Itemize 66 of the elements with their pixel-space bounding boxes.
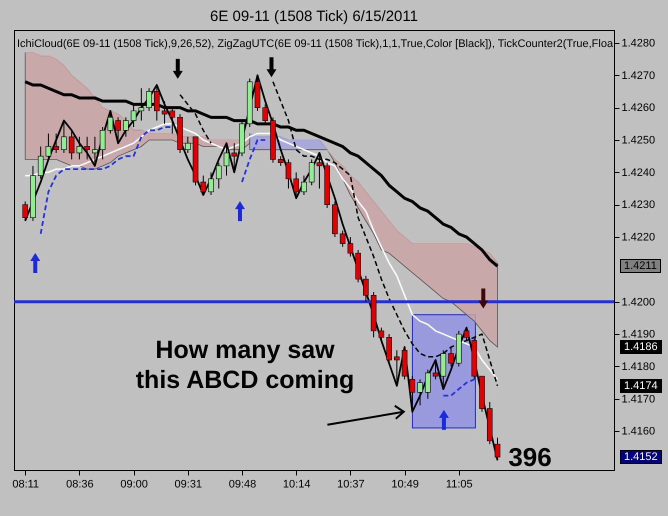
candlestick — [417, 378, 423, 406]
x-tick-label: 08:11 — [12, 478, 40, 490]
x-tick-label: 08:36 — [66, 478, 94, 490]
candlestick — [46, 133, 52, 160]
candlestick — [262, 104, 268, 124]
y-tick-label: 1.4220 — [622, 232, 656, 244]
candlestick — [448, 346, 454, 367]
candlestick — [53, 133, 59, 154]
text: 1.4152 — [620, 450, 662, 464]
candlestick — [61, 120, 67, 154]
candlestick — [200, 175, 206, 196]
candlestick — [38, 146, 44, 180]
candlestick — [378, 327, 384, 342]
candlestick — [84, 136, 90, 160]
candlestick — [123, 116, 129, 138]
x-tick-label: 09:00 — [120, 478, 148, 490]
candlestick — [386, 334, 392, 364]
annotation: IchiCloud(6E 09-11 (1508 Tick),9,26,52), ZigZagUTC(6E 09-11 (1508 Tick),1,1,True,Color [Black]), TickCounter2(True,Floa — [17, 38, 614, 50]
candlestick — [146, 88, 152, 112]
text: 1.4174 — [620, 378, 662, 393]
x-tick-label: 09:31 — [174, 478, 202, 490]
candlestick — [170, 107, 176, 134]
chart-title: 6E 09-11 (1508 Tick) 6/15/2011 — [210, 8, 418, 25]
candlestick — [216, 162, 222, 190]
y-tick-label: 1.4170 — [622, 393, 656, 406]
candlestick — [138, 88, 144, 122]
x-tick-label: 10:14 — [282, 478, 310, 490]
candlestick — [278, 156, 284, 166]
candlestick — [154, 84, 160, 122]
x-tick-label: 11:05 — [446, 478, 473, 490]
candlestick — [316, 152, 322, 190]
candlestick — [162, 100, 168, 124]
candlestick — [340, 230, 346, 248]
y-tick-label: 1.4270 — [622, 70, 656, 82]
candlestick — [301, 175, 307, 196]
candlestick — [363, 275, 369, 302]
candlestick — [348, 236, 354, 257]
y-tick-label: 1.4240 — [622, 166, 656, 179]
y-tick-label: 1.4250 — [622, 134, 656, 146]
candlestick — [130, 104, 136, 128]
candlestick — [432, 360, 438, 380]
x-tick-label: 10:49 — [391, 478, 419, 490]
y-tick-label: 1.4200 — [622, 296, 656, 308]
candlestick — [76, 136, 82, 160]
candlestick — [308, 158, 314, 186]
candlestick — [100, 126, 106, 160]
candlestick — [286, 158, 292, 190]
candlestick — [208, 172, 214, 196]
annotation: How many saw this ABCD coming — [136, 336, 354, 394]
y-tick-label: 1.4230 — [622, 199, 656, 212]
y-tick-label: 1.4180 — [622, 360, 656, 373]
x-tick-label: 09:48 — [228, 478, 256, 490]
candlestick — [92, 136, 98, 166]
y-tick-label: 1.4260 — [622, 102, 656, 114]
text: 396 — [508, 442, 552, 472]
y-tick-label: 1.4190 — [622, 328, 656, 341]
candlestick — [293, 172, 299, 199]
candlestick — [224, 142, 230, 176]
candlestick — [68, 130, 74, 160]
candlestick — [425, 369, 431, 400]
y-tick-label: 1.4160 — [622, 426, 656, 438]
text: 1.4186 — [620, 340, 662, 354]
text: 1.4211 — [620, 259, 661, 274]
x-tick-label: 10:37 — [337, 478, 365, 490]
y-tick-label: 1.4280 — [622, 37, 656, 50]
candlestick — [115, 116, 121, 144]
